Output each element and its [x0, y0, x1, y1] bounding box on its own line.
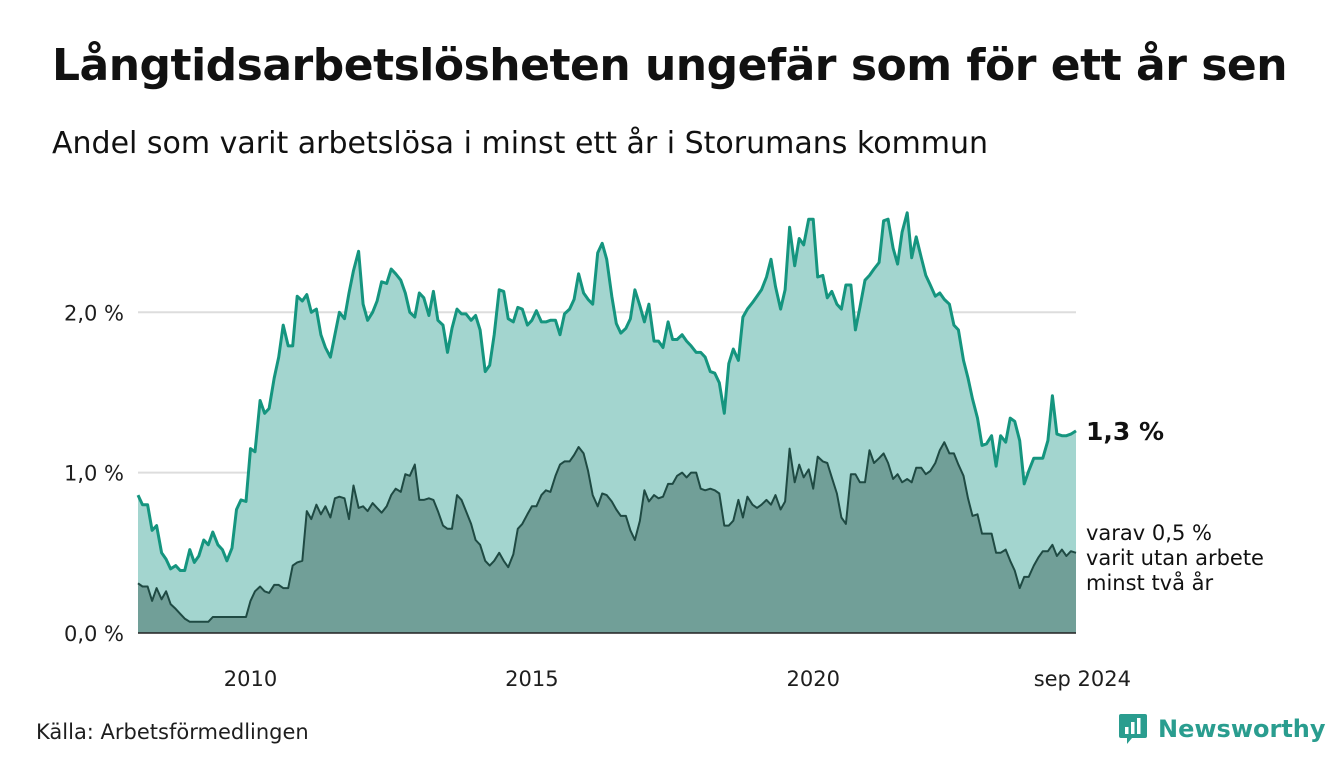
chart-subtitle: Andel som varit arbetslösa i minst ett å… [52, 126, 989, 161]
y-tick-label: 1,0 % [64, 462, 124, 486]
x-tick-label: sep 2024 [1034, 667, 1131, 691]
chart-title: Långtidsarbetslösheten ungefär som för e… [52, 40, 1288, 91]
area-chart: 0,0 % 1,0 % 2,0 % 2010 2015 2020 sep 2024 1,3 %… [64, 211, 1264, 691]
series-line-main [136, 211, 1077, 572]
x-tick-label: 2010 [224, 667, 277, 691]
y-tick-label: 0,0 % [64, 622, 124, 646]
brand-name: Newsworthy [1158, 715, 1326, 743]
y-tick-label: 2,0 % [64, 301, 124, 325]
bar-chart-icon [1119, 714, 1147, 744]
x-tick-label: 2015 [505, 667, 558, 691]
x-tick-label: 2020 [786, 667, 839, 691]
sub-series-label: varav 0,5 % [1086, 521, 1212, 545]
brand-logo: Newsworthy [1118, 712, 1326, 746]
sub-series-label: varit utan arbete [1086, 546, 1264, 570]
source-note: Källa: Arbetsförmedlingen [36, 720, 309, 744]
series-line-sub [137, 441, 1077, 623]
end-value-label: 1,3 % [1086, 417, 1164, 446]
series-area-sub [138, 442, 1076, 633]
sub-series-label: minst två år [1086, 570, 1214, 595]
